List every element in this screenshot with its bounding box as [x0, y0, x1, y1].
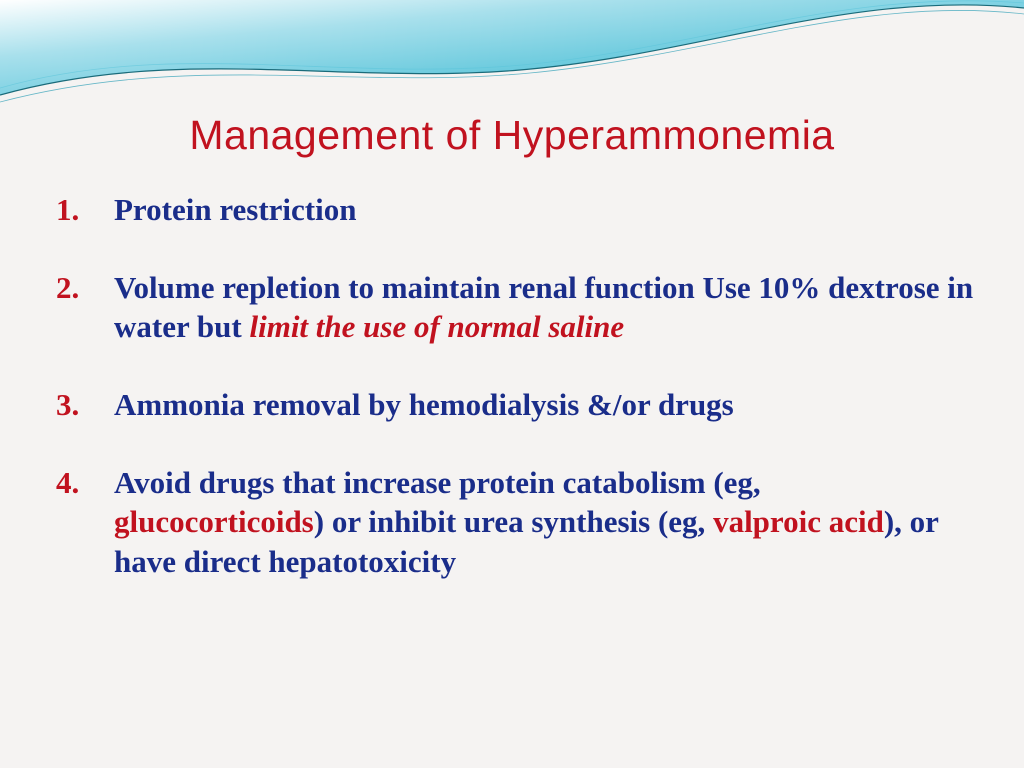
numbered-list: Protein restriction Volume repletion to m… — [56, 190, 976, 582]
text-segment: limit the use of normal saline — [249, 309, 624, 344]
list-item: Avoid drugs that increase protein catabo… — [56, 463, 976, 582]
text-segment: ) or inhibit urea synthesis (eg, — [314, 504, 713, 539]
list-item: Ammonia removal by hemodialysis &/or dru… — [56, 385, 976, 425]
text-segment: Protein restriction — [114, 192, 356, 227]
list-item: Volume repletion to maintain renal funct… — [56, 268, 976, 347]
text-segment: valproic acid — [713, 504, 884, 539]
text-segment: Ammonia removal by hemodialysis &/or dru… — [114, 387, 734, 422]
text-segment: glucocorticoids — [114, 504, 314, 539]
list-item: Protein restriction — [56, 190, 976, 230]
text-segment: Avoid drugs that increase protein catabo… — [114, 465, 761, 500]
slide-content: Protein restriction Volume repletion to m… — [56, 190, 976, 620]
slide-title: Management of Hyperammonemia — [0, 112, 1024, 159]
